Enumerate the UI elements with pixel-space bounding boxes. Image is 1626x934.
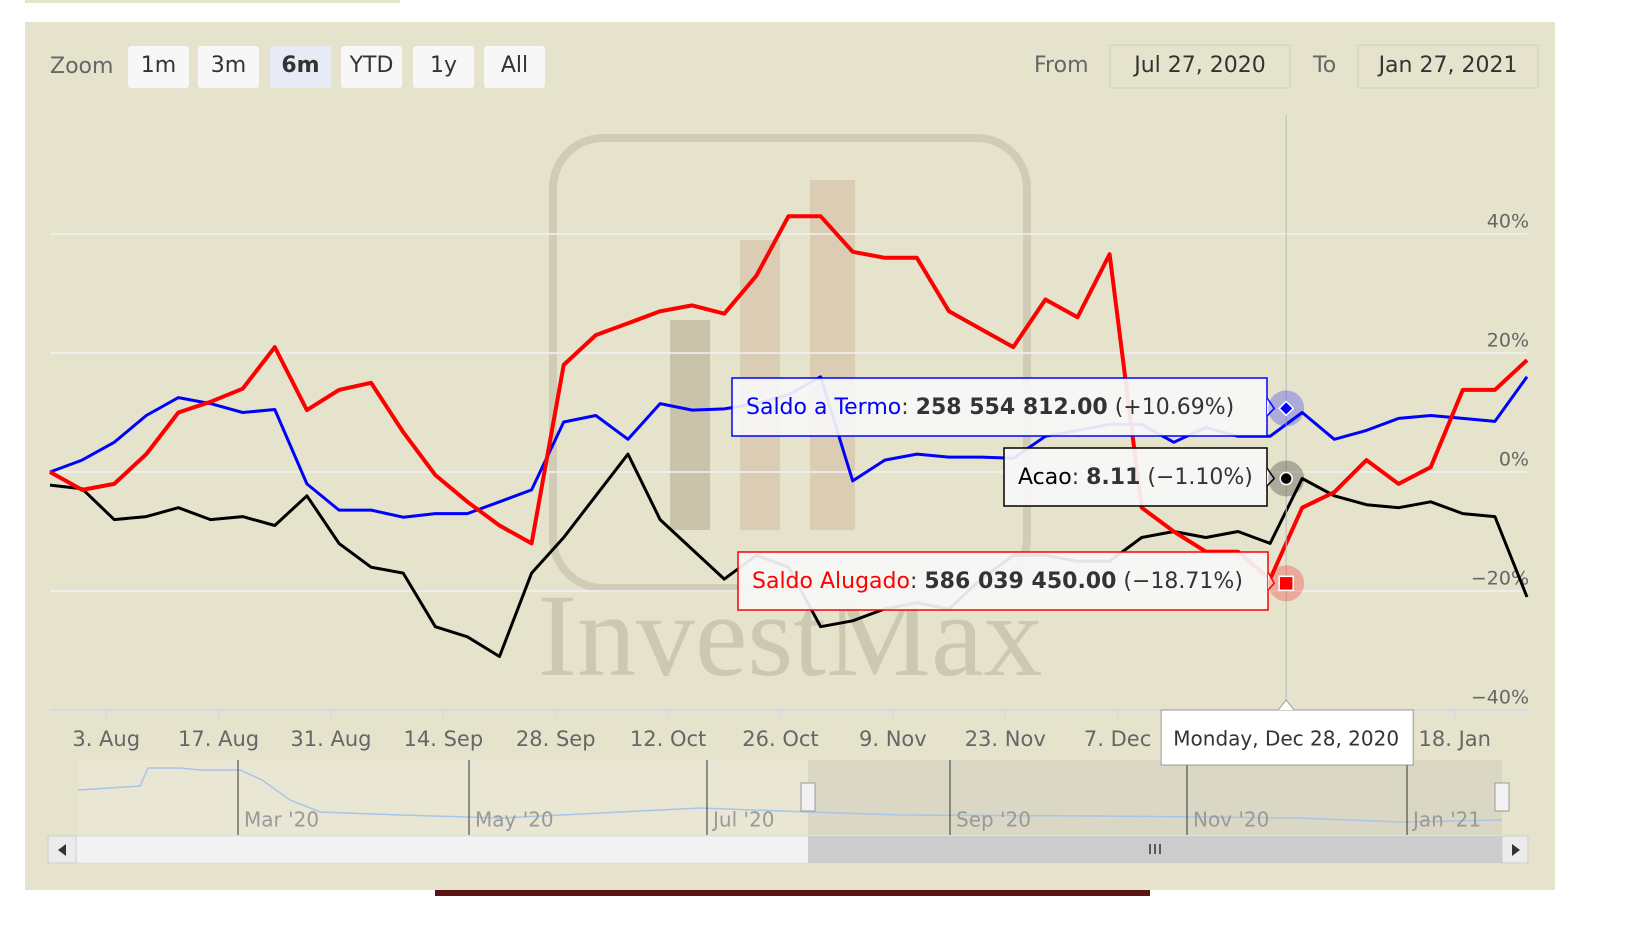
tooltip-separator: :: [1072, 465, 1086, 490]
tooltip-space: [1116, 569, 1123, 594]
x-tick-label: 12. Oct: [630, 727, 706, 751]
scroll-right-arrow: [1512, 844, 1520, 856]
x-tick-label: 31. Aug: [290, 727, 371, 751]
navigator-handle[interactable]: [800, 782, 816, 812]
x-tick-label: 3. Aug: [72, 727, 140, 751]
tooltip-separator: :: [901, 395, 915, 420]
tooltip: Saldo a Termo: 258 554 812.00 (+10.69%) A…: [731, 115, 1414, 766]
tooltip-text: Saldo a Termo: 258 554 812.00 (+10.69%): [746, 395, 1234, 420]
navigator-handle[interactable]: [1494, 782, 1510, 812]
x-tick-label: 18. Jan: [1419, 727, 1491, 751]
zoom-button[interactable]: [484, 46, 545, 88]
to-input[interactable]: [1357, 44, 1539, 89]
zoom-button[interactable]: [341, 46, 402, 88]
tooltip-box: [737, 551, 1269, 611]
scrollbar-grip: [1149, 844, 1161, 854]
zoom-button[interactable]: [270, 46, 331, 88]
navigator-label: Mar '20: [244, 808, 319, 832]
tooltip-change: (+10.69%): [1115, 395, 1235, 420]
x-tick-label: 7. Dec: [1084, 727, 1151, 751]
hover-marker: [1278, 575, 1294, 592]
zoom-button[interactable]: [413, 46, 474, 88]
date-tooltip-box: [1160, 709, 1414, 766]
hover-marker: [1278, 400, 1295, 417]
y-tick-label: 20%: [1487, 330, 1529, 352]
zoom-button-label[interactable]: 6m: [281, 53, 319, 78]
watermark-bar: [670, 320, 710, 530]
zoom-button[interactable]: [198, 46, 259, 88]
tooltip-pointer: [1267, 571, 1276, 591]
navigator-label: May '20: [475, 808, 554, 832]
navigator-axis: Mar '20 May '20 Jul '20 Sep '20 Nov '20 Jan '…: [237, 760, 1481, 835]
tooltip-pointer: [1266, 467, 1276, 487]
tooltip-series-name: Saldo a Termo: [746, 395, 901, 420]
tooltip-series-name: Acao: [1018, 465, 1072, 490]
tooltip-space: [1108, 395, 1115, 420]
x-tick-label: 17. Aug: [178, 727, 259, 751]
tooltip-change: (−1.10%): [1147, 465, 1253, 490]
navigator-label: Sep '20: [956, 808, 1031, 832]
top-strip: [25, 0, 400, 3]
tooltip-value: 258 554 812.00: [916, 395, 1108, 420]
to-value[interactable]: Jan 27, 2021: [1377, 53, 1518, 78]
zoom-button[interactable]: [128, 46, 189, 88]
x-tick-label: 26. Oct: [742, 727, 818, 751]
navigator-outside: [78, 760, 808, 835]
navigator-label: Jul '20: [711, 808, 774, 832]
y-tick-label: −40%: [1471, 687, 1529, 709]
tooltip-space: [1140, 465, 1147, 490]
navigator-label: Nov '20: [1193, 808, 1269, 832]
zoom-button-label[interactable]: All: [501, 53, 528, 78]
tooltip-series-name: Saldo Alugado: [752, 569, 910, 594]
x-tick-label: 9. Nov: [859, 727, 927, 751]
date-tooltip-label: Monday, Dec 28, 2020: [1173, 727, 1399, 751]
navigator-label: Jan '21: [1411, 808, 1481, 832]
y-tick-label: −20%: [1471, 568, 1529, 590]
x-tick-label: 28. Sep: [516, 727, 596, 751]
x-tick-label: 14. Sep: [404, 727, 484, 751]
tooltip-separator: :: [910, 569, 924, 594]
zoom-label: Zoom: [50, 54, 113, 79]
zoom-button-label[interactable]: 1m: [141, 53, 176, 78]
y-tick-label: 0%: [1499, 449, 1529, 471]
bottom-strip: [435, 890, 1150, 896]
x-tick-label: 23. Nov: [965, 727, 1046, 751]
navigator-selection[interactable]: [808, 760, 1502, 835]
tooltip-pointer: [1266, 397, 1276, 417]
to-label: To: [1312, 53, 1336, 78]
zoom-buttons: 1m 3m 6m YTD 1y All: [128, 46, 545, 88]
from-label: From: [1034, 53, 1089, 78]
series-line: [49, 214, 1529, 582]
scroll-left-arrow: [58, 844, 66, 856]
zoom-button-label[interactable]: 1y: [430, 53, 457, 78]
tooltip-change: (−18.71%): [1123, 569, 1243, 594]
zoom-button-label[interactable]: YTD: [349, 53, 394, 78]
tooltip-value: 8.11: [1086, 465, 1140, 490]
hover-marker: [1279, 471, 1293, 486]
watermark-bar: [810, 180, 855, 530]
tooltip-value: 586 039 450.00: [924, 569, 1116, 594]
tooltip-text: Acao: 8.11 (−1.10%): [1018, 465, 1253, 490]
zoom-button-label[interactable]: 3m: [211, 53, 246, 78]
date-tooltip-pointer: [1277, 699, 1295, 711]
tooltip-text: Saldo Alugado: 586 039 450.00 (−18.71%): [752, 569, 1243, 594]
navigator-line: [77, 767, 1503, 823]
y-tick-label: 40%: [1487, 211, 1529, 233]
from-input[interactable]: [1109, 44, 1291, 89]
tooltip-box: [731, 377, 1268, 437]
from-value[interactable]: Jul 27, 2020: [1132, 53, 1266, 78]
